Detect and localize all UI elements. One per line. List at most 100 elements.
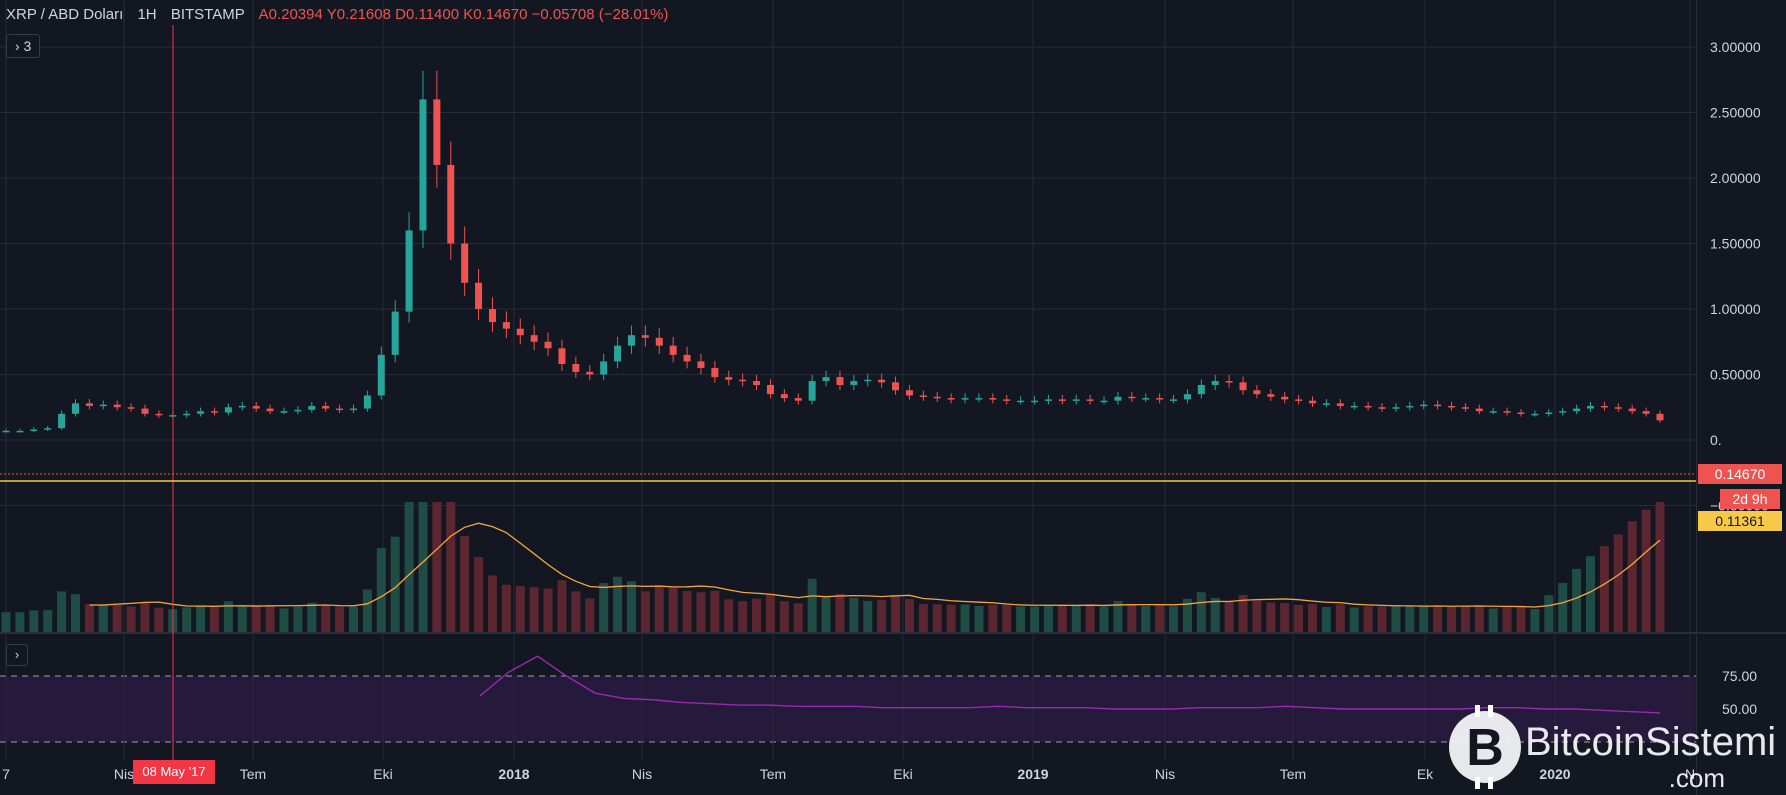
pane-separator[interactable] xyxy=(0,632,1786,634)
candle-body xyxy=(1267,394,1275,397)
time-axis-label: 2019 xyxy=(1017,766,1048,782)
candle-body xyxy=(405,230,413,312)
candle-body xyxy=(975,398,983,400)
volume-bar xyxy=(1349,607,1359,632)
candle-body xyxy=(488,309,496,323)
volume-bar xyxy=(1127,604,1137,632)
candle-body xyxy=(836,377,844,385)
candle-body xyxy=(530,335,538,342)
candle-body xyxy=(127,407,135,409)
candle-body xyxy=(864,379,872,382)
rsi-toggle-button[interactable]: › xyxy=(6,644,28,666)
volume-bar xyxy=(321,604,331,632)
candle-body xyxy=(1448,405,1456,408)
volume-bar xyxy=(807,578,817,632)
watermark-logo: B BitcoinSistemi .com xyxy=(1449,705,1776,793)
candle-body xyxy=(766,384,774,395)
candle-body xyxy=(1156,398,1164,400)
candle-body xyxy=(780,394,788,399)
volume-bar xyxy=(585,598,595,632)
symbol-label[interactable]: XRP / ABD Doları xyxy=(6,6,124,23)
watermark-suffix: .com xyxy=(1669,763,1725,793)
interval-label[interactable]: 1H xyxy=(137,6,157,23)
volume-bar xyxy=(613,576,623,632)
candle-body xyxy=(1003,399,1011,401)
volume-bar xyxy=(98,605,108,632)
candle-body xyxy=(1239,382,1247,391)
volume-bar xyxy=(1544,595,1554,632)
time-axis[interactable]: 7 Nis Tem Eki 2018 Nis Tem Eki 2019 Nis Tem Ek 2020 N xyxy=(2,766,1695,782)
candle-body xyxy=(71,403,79,414)
candle-body xyxy=(1628,408,1636,412)
indicators-toggle-button[interactable]: › 3 xyxy=(6,34,41,58)
candle-body xyxy=(822,377,830,382)
candle-body xyxy=(1253,390,1261,395)
volume-bar xyxy=(432,502,442,632)
crosshair-price-badge: 0.11361 xyxy=(1698,511,1782,531)
volume-bar xyxy=(1641,509,1651,632)
volume-bar xyxy=(1530,609,1540,632)
candle-body xyxy=(349,408,357,411)
price-axis-divider xyxy=(1696,0,1697,795)
candle-body xyxy=(1031,400,1039,403)
volume-bar xyxy=(599,583,609,632)
candle-body xyxy=(1211,381,1219,385)
candle-body xyxy=(502,322,510,329)
candle-body xyxy=(1170,399,1178,401)
candle-body xyxy=(363,395,371,409)
volume-bar xyxy=(501,584,511,632)
candle-body xyxy=(1392,407,1400,409)
volume-bar xyxy=(1238,594,1248,632)
volume-bar xyxy=(1071,604,1081,632)
candle-body xyxy=(280,411,288,413)
candle-body xyxy=(1086,399,1094,401)
candle-body xyxy=(669,345,677,355)
volume-bar xyxy=(1433,605,1443,632)
candle-body xyxy=(1642,411,1650,414)
candle-body xyxy=(1656,413,1664,421)
time-axis-label: Eki xyxy=(893,766,912,782)
candle-body xyxy=(933,396,941,399)
volume-bar xyxy=(460,536,470,632)
volume-bar xyxy=(1224,601,1234,632)
volume-bar xyxy=(682,591,692,632)
volume-bar xyxy=(29,610,39,632)
candle-body xyxy=(683,354,691,362)
volume-bar xyxy=(710,590,720,632)
candle-body xyxy=(739,379,747,382)
volume-bar xyxy=(1419,605,1429,632)
volume-bar xyxy=(1447,606,1457,632)
time-axis-label: Tem xyxy=(240,766,266,782)
price-axis[interactable]: 3.00000 2.50000 2.00000 1.50000 1.00000 0.500… xyxy=(1710,39,1769,514)
volume-bar xyxy=(1155,604,1165,632)
volume-bar xyxy=(1002,604,1012,632)
volume-bar xyxy=(1,612,11,632)
candle-body xyxy=(1420,404,1428,407)
rsi-axis[interactable]: 75.00 50.00 xyxy=(1722,668,1757,717)
candle-body xyxy=(1364,405,1372,408)
candle-body xyxy=(155,413,163,416)
grid xyxy=(0,0,1696,760)
volume-bar xyxy=(404,502,414,632)
volume-bar xyxy=(1196,592,1206,632)
volume-bar xyxy=(223,601,233,632)
volume-bar xyxy=(265,605,275,632)
volume-bar xyxy=(1586,556,1596,632)
candle-body xyxy=(433,99,441,165)
candle-body xyxy=(808,381,816,401)
volume-bar xyxy=(515,586,525,632)
volume-bar xyxy=(877,599,887,632)
candle-body xyxy=(1336,403,1344,406)
candle-body xyxy=(377,354,385,396)
volume-bar xyxy=(918,604,928,632)
volume-bar xyxy=(571,591,581,632)
svg-text:B: B xyxy=(1466,719,1504,777)
candle-body xyxy=(1183,394,1191,400)
volume-bar xyxy=(182,607,192,632)
candle-body xyxy=(586,371,594,375)
time-axis-label: Eki xyxy=(373,766,392,782)
volume-bar xyxy=(1266,602,1276,632)
volume-bar xyxy=(112,604,122,632)
candle-body xyxy=(141,408,149,414)
